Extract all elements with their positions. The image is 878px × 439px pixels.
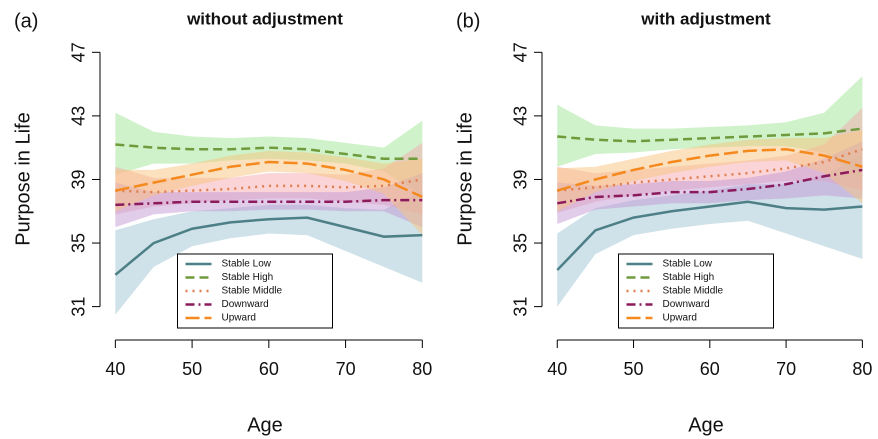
- line: [557, 127, 863, 143]
- x-tick-label: 80: [412, 359, 432, 379]
- panel: 31 35 39 43 47 40 50 60 70 80 (b) with adjustment Ag…: [454, 9, 872, 436]
- legend-label: Stable Middle: [222, 286, 283, 297]
- y-tick-label: 43: [69, 106, 89, 126]
- chart-title: without adjustment: [186, 9, 343, 28]
- legend: Stable Low Stable High Stable Middle Downwa…: [618, 253, 774, 329]
- line: [115, 160, 423, 199]
- legend-label: Stable Low: [222, 259, 272, 270]
- y-tick-label: 47: [69, 42, 89, 62]
- y-tick-label: 39: [511, 169, 531, 189]
- y-tick-label: 35: [511, 233, 531, 253]
- legend-label: Stable High: [663, 272, 715, 283]
- confidence-band: [557, 76, 863, 180]
- legend-label: Downward: [222, 299, 269, 310]
- y-axis-label: Purpose in Life: [454, 112, 476, 245]
- panel-label: (b): [456, 10, 480, 32]
- line: [556, 200, 863, 271]
- x-tick-label: 40: [105, 359, 125, 379]
- x-axis-label: Age: [688, 414, 724, 436]
- line: [114, 216, 423, 276]
- legend-label: Upward: [663, 313, 697, 324]
- panel: 31 35 39 43 47 40 50 60 70 80 (a) without adjustmen…: [12, 9, 432, 436]
- legend-label: Upward: [222, 313, 256, 324]
- confidence-band: [557, 141, 863, 224]
- x-axis-label: Age: [247, 414, 283, 436]
- legend-box: [618, 253, 774, 329]
- line: [557, 168, 863, 205]
- line: [115, 198, 423, 207]
- x-tick-label: 70: [336, 359, 356, 379]
- confidence-band: [115, 150, 423, 236]
- x-tick-label: 80: [852, 359, 872, 379]
- x-tick-label: 60: [259, 359, 279, 379]
- x-tick-label: 70: [776, 359, 796, 379]
- x-tick-label: 60: [700, 359, 720, 379]
- legend-box: [177, 253, 333, 329]
- legend-label: Stable High: [222, 272, 274, 283]
- legend: Stable Low Stable High Stable Middle Downwa…: [177, 253, 333, 329]
- x-tick-label: 40: [547, 359, 567, 379]
- y-tick-label: 39: [69, 169, 89, 189]
- y-axis-label: Purpose in Life: [12, 112, 34, 245]
- x-tick-label: 50: [624, 359, 644, 379]
- legend-label: Stable Middle: [663, 286, 724, 297]
- y-tick-label: 35: [69, 233, 89, 253]
- chart-title: with adjustment: [640, 9, 771, 28]
- line: [115, 143, 423, 161]
- y-tick-label: 31: [69, 297, 89, 317]
- y-tick-label: 43: [511, 106, 531, 126]
- confidence-band: [115, 173, 423, 228]
- line: [556, 148, 863, 192]
- y-tick-label: 31: [511, 297, 531, 317]
- panel-label: (a): [14, 10, 38, 32]
- legend-label: Downward: [663, 299, 710, 310]
- x-tick-label: 50: [182, 359, 202, 379]
- legend-label: Stable Low: [663, 259, 713, 270]
- confidence-band: [115, 190, 423, 315]
- y-tick-label: 47: [511, 42, 531, 62]
